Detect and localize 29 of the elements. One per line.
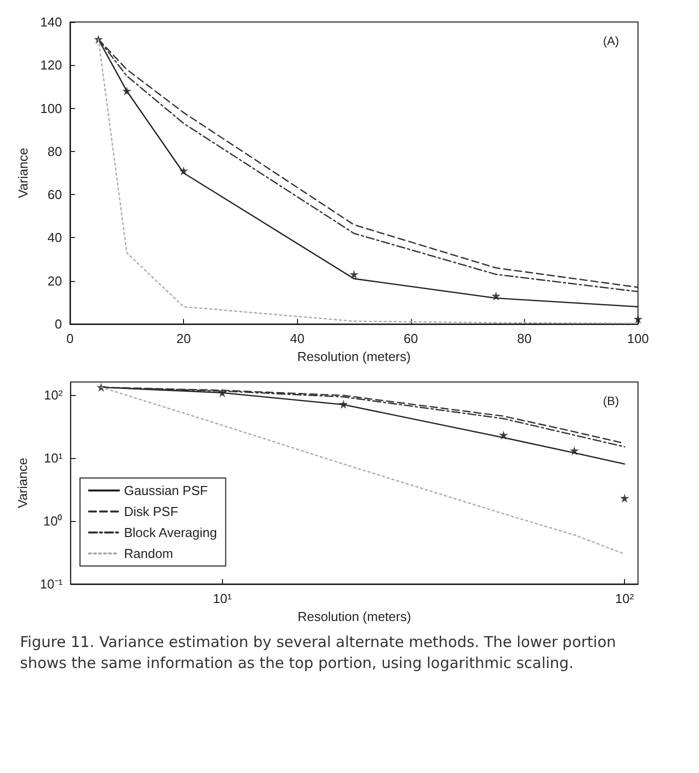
text: (B)	[603, 394, 620, 408]
y-tick-label: 10¹	[44, 450, 64, 466]
y-tick-label: 40	[48, 230, 62, 246]
y-tick-label: 60	[48, 187, 62, 202]
x-axis-title: Resolution (meters)	[297, 349, 411, 364]
x-tick-label: 80	[517, 331, 532, 346]
legend-label: Disk PSF	[124, 504, 178, 519]
legend-label: Block Averaging	[124, 525, 217, 540]
x-tick-label: 40	[290, 331, 304, 346]
y-axis-title: Variance	[15, 148, 30, 198]
x-tick-label: 60	[404, 331, 418, 346]
x-tick-label: 20	[176, 331, 191, 346]
x-tick-label: 100	[627, 331, 649, 346]
y-tick-label: 0	[54, 316, 62, 332]
y-tick-label: 10⁰	[43, 513, 63, 528]
caption: Figure 11. Variance estimation by several alternate methods. The lower portion shows the same information as the top portion, using logarithmic scaling.	[19, 632, 618, 674]
legend-label: Random	[124, 546, 174, 561]
y-axis-title: Variance	[15, 458, 30, 508]
y-tick-label: 120	[40, 58, 62, 73]
y-tick-label: 80	[48, 144, 62, 159]
legend-label: Gaussian PSF	[124, 483, 208, 498]
y-tick-label: 100	[40, 100, 62, 116]
y-tick-label: 20	[48, 273, 62, 288]
x-axis-title: Resolution (meters)	[298, 609, 412, 624]
y-tick-label: 10⁻¹	[40, 576, 64, 592]
x-tick-label: 0	[66, 331, 74, 346]
text: (A)	[603, 34, 620, 48]
y-tick-label: 140	[40, 14, 62, 30]
y-tick-label: 10²	[44, 387, 64, 402]
